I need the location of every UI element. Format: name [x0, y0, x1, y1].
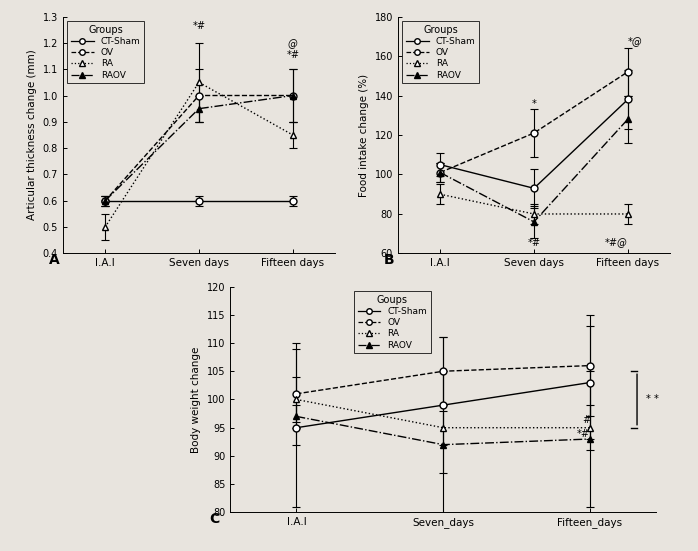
Text: *#: *# [577, 429, 590, 439]
Text: *: * [532, 99, 536, 109]
Text: @: @ [288, 40, 297, 50]
Text: *#: *# [286, 50, 299, 60]
Legend: CT-Sham, OV, RA, RAOV: CT-Sham, OV, RA, RAOV [402, 21, 479, 83]
Text: *#: *# [528, 237, 540, 247]
Text: #: # [582, 415, 590, 425]
Legend: CT-Sham, OV, RA, RAOV: CT-Sham, OV, RA, RAOV [67, 21, 144, 83]
Y-axis label: Body weight change: Body weight change [191, 346, 202, 453]
Text: * *: * * [646, 395, 659, 404]
Y-axis label: Articular thickness change (mm): Articular thickness change (mm) [27, 50, 37, 220]
Text: *@: *@ [628, 36, 642, 46]
Text: A: A [49, 253, 59, 267]
Text: *#: *# [193, 21, 205, 31]
Text: B: B [384, 253, 394, 267]
Text: C: C [209, 512, 220, 526]
Text: *#@: *#@ [605, 237, 628, 247]
Y-axis label: Food intake change (%): Food intake change (%) [359, 73, 369, 197]
Legend: CT-Sham, OV, RA, RAOV: CT-Sham, OV, RA, RAOV [354, 291, 431, 353]
